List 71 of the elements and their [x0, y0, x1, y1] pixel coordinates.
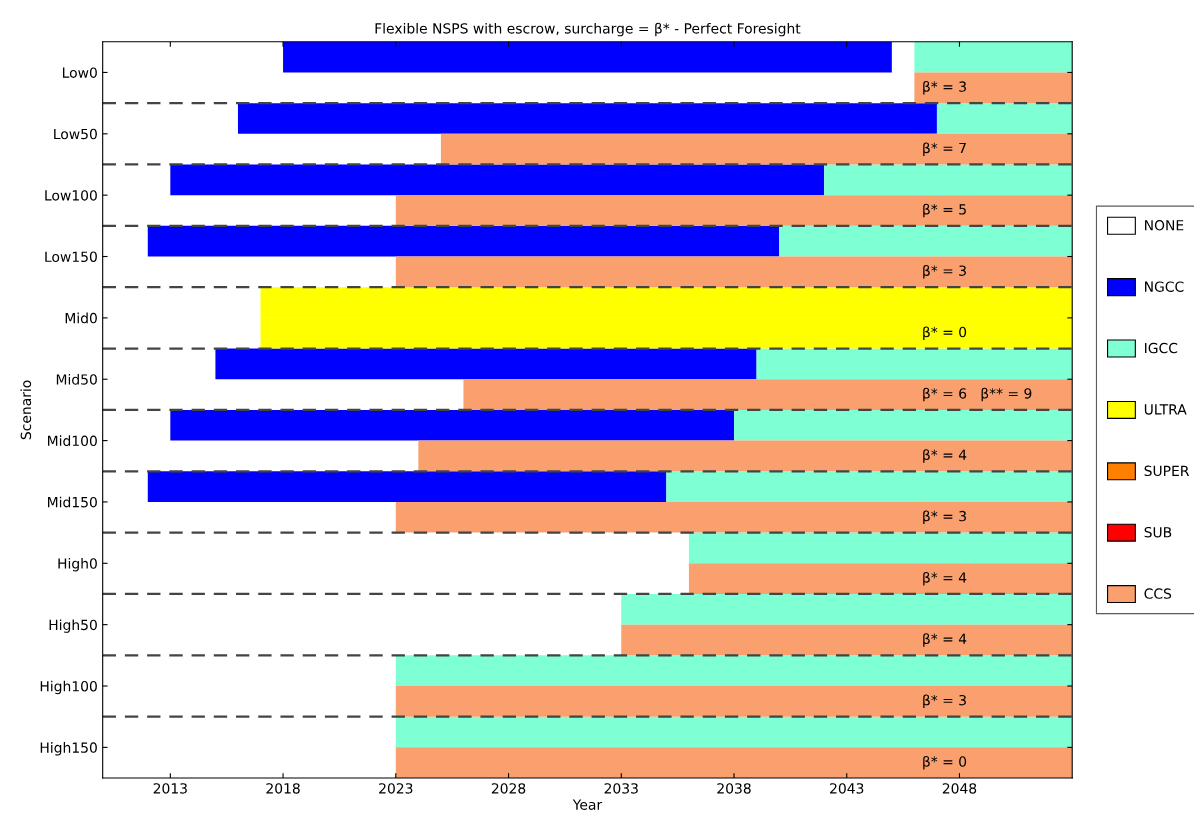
bar: [824, 164, 1073, 196]
legend-label: NONE: [1145, 220, 1184, 231]
annotation: β* = 4: [923, 449, 967, 463]
x-tick-label: 2048: [942, 783, 977, 794]
annotation: β* = 3: [923, 510, 966, 525]
x-tick-label: 2043: [830, 783, 864, 794]
bar: [170, 409, 734, 441]
annotation: β* = 7: [923, 142, 966, 156]
bar: [147, 225, 780, 257]
bar: [440, 133, 1073, 165]
bar: [237, 103, 937, 134]
legend-label: CCS: [1144, 588, 1172, 599]
bar: [215, 348, 757, 380]
x-tick-label: 2038: [717, 783, 751, 794]
bar: [621, 624, 1073, 656]
y-tick-label: Mid0: [65, 312, 97, 324]
bar: [688, 563, 1073, 594]
annotation: β* = 4: [923, 571, 967, 586]
x-tick-label: 2033: [604, 783, 638, 794]
x-tick-label: 2018: [266, 783, 300, 794]
y-tick-label: Low0: [63, 67, 97, 78]
bar: [621, 593, 1073, 625]
x-tick-label: 2028: [491, 783, 526, 794]
bar: [666, 471, 1073, 502]
annotation: β* = 5: [923, 203, 966, 218]
y-tick-label: Low50: [54, 128, 97, 140]
bar: [147, 471, 667, 502]
y-tick-label: Mid50: [56, 373, 97, 385]
y-tick-label: Mid100: [48, 435, 97, 447]
bar: [395, 655, 1073, 687]
bar: [756, 348, 1073, 380]
y-tick-label: Mid150: [48, 496, 97, 508]
bar: [395, 195, 1073, 226]
bar: [734, 409, 1073, 441]
bar: [779, 225, 1073, 257]
x-tick-label: 2023: [379, 783, 413, 794]
chart-title: Flexible NSPS with escrow, surcharge = β* - Perfect Foresight: [375, 22, 801, 37]
y-axis-title: Scenario: [20, 380, 32, 440]
legend-label: NGCC: [1145, 281, 1184, 292]
y-tick-label: Low150: [45, 251, 97, 262]
legend-label: ULTRA: [1144, 404, 1187, 415]
y-tick-label: High0: [58, 558, 97, 572]
legend-label: SUPER: [1144, 465, 1190, 477]
bar: [170, 164, 825, 196]
x-tick-label: 2013: [153, 783, 187, 794]
y-tick-label: Low100: [45, 190, 97, 201]
annotation: β* = 3: [923, 81, 966, 95]
bar: [395, 686, 1073, 717]
annotation: β* = 0: [923, 755, 967, 770]
bar: [936, 103, 1073, 134]
bar: [914, 72, 1073, 104]
bar: [395, 256, 1073, 288]
annotation: β* = 6 β** = 9: [923, 387, 1032, 402]
annotation: β* = 0: [923, 326, 967, 340]
x-axis-title: Year: [572, 799, 603, 810]
bar: [395, 716, 1073, 748]
bar: [283, 41, 892, 73]
bar: [463, 379, 1073, 410]
annotation: β* = 3: [923, 265, 966, 279]
bar: [688, 532, 1073, 564]
y-tick-label: High100: [40, 680, 97, 695]
bar: [395, 747, 1073, 779]
annotation: β* = 4: [923, 633, 967, 647]
y-tick-label: High50: [49, 619, 97, 633]
bar: [914, 41, 1073, 73]
legend-label: SUB: [1144, 526, 1172, 538]
bar: [395, 501, 1073, 533]
y-tick-label: High150: [40, 742, 97, 756]
annotation: β* = 3: [923, 694, 966, 709]
bar: [418, 440, 1073, 472]
legend-label: IGCC: [1145, 342, 1178, 354]
